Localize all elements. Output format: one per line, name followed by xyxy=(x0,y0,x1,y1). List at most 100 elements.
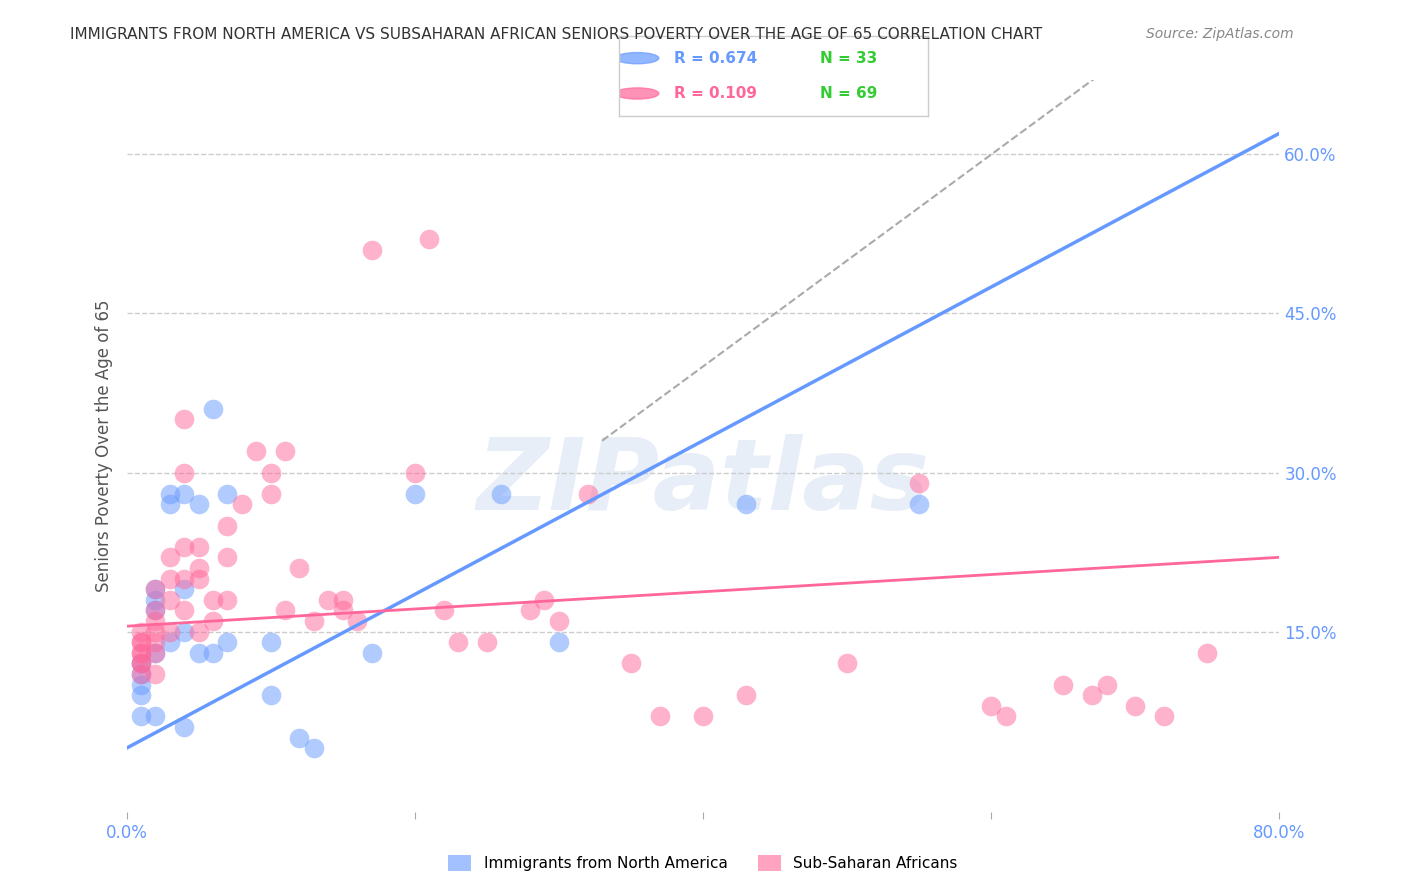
Point xyxy=(145,646,166,660)
Point xyxy=(187,561,209,575)
Point xyxy=(1095,677,1118,691)
Point xyxy=(318,592,340,607)
Circle shape xyxy=(616,88,659,99)
Point xyxy=(620,657,643,671)
Point xyxy=(519,603,541,617)
Point xyxy=(648,709,671,723)
Point xyxy=(145,614,166,628)
Point xyxy=(159,550,181,565)
Point xyxy=(548,614,571,628)
Point xyxy=(129,677,152,691)
Point xyxy=(187,497,209,511)
Point xyxy=(145,582,166,596)
Point xyxy=(173,466,195,480)
Point xyxy=(145,667,166,681)
Text: Source: ZipAtlas.com: Source: ZipAtlas.com xyxy=(1146,27,1294,41)
Point xyxy=(159,592,181,607)
Point xyxy=(404,486,426,500)
Point xyxy=(332,603,354,617)
Point xyxy=(145,582,166,596)
Point xyxy=(173,603,195,617)
Point xyxy=(259,486,281,500)
Point xyxy=(129,635,152,649)
Point xyxy=(475,635,498,649)
Point xyxy=(159,635,181,649)
Legend: Immigrants from North America, Sub-Saharan Africans: Immigrants from North America, Sub-Sahar… xyxy=(443,849,963,877)
Point xyxy=(159,486,181,500)
Point xyxy=(217,550,239,565)
Point xyxy=(433,603,456,617)
Point xyxy=(129,646,152,660)
Point xyxy=(159,572,181,586)
Point xyxy=(145,635,166,649)
Point xyxy=(187,624,209,639)
Text: N = 69: N = 69 xyxy=(820,86,877,101)
Point xyxy=(187,572,209,586)
Point xyxy=(360,243,382,257)
Y-axis label: Seniors Poverty Over the Age of 65: Seniors Poverty Over the Age of 65 xyxy=(94,300,112,592)
Point xyxy=(217,518,239,533)
Point xyxy=(980,698,1002,713)
Point xyxy=(129,635,152,649)
Point xyxy=(173,572,195,586)
Point xyxy=(533,592,555,607)
Point xyxy=(360,646,382,660)
Point xyxy=(835,657,858,671)
Point xyxy=(187,540,209,554)
Circle shape xyxy=(616,53,659,64)
Point xyxy=(202,401,225,416)
Point xyxy=(129,688,152,702)
Point xyxy=(129,657,152,671)
Point xyxy=(145,624,166,639)
Text: N = 33: N = 33 xyxy=(820,51,877,66)
Point xyxy=(187,646,209,660)
Point xyxy=(145,709,166,723)
Point xyxy=(259,466,281,480)
Point xyxy=(202,646,225,660)
Point xyxy=(548,635,571,649)
Point xyxy=(129,709,152,723)
Point xyxy=(129,667,152,681)
Point xyxy=(908,476,931,491)
Point xyxy=(145,603,166,617)
Point xyxy=(173,582,195,596)
Point xyxy=(217,635,239,649)
Point xyxy=(332,592,354,607)
Text: IMMIGRANTS FROM NORTH AMERICA VS SUBSAHARAN AFRICAN SENIORS POVERTY OVER THE AGE: IMMIGRANTS FROM NORTH AMERICA VS SUBSAHA… xyxy=(70,27,1043,42)
Point xyxy=(202,592,225,607)
Point xyxy=(404,466,426,480)
Point xyxy=(447,635,470,649)
Point xyxy=(1123,698,1146,713)
Point xyxy=(173,540,195,554)
Point xyxy=(735,688,758,702)
Point xyxy=(231,497,253,511)
Point xyxy=(129,657,152,671)
Point xyxy=(259,635,281,649)
Point xyxy=(489,486,512,500)
Point xyxy=(129,657,152,671)
Point xyxy=(202,614,225,628)
Point xyxy=(173,720,195,734)
Point xyxy=(346,614,368,628)
Point xyxy=(302,741,325,756)
Point xyxy=(217,486,239,500)
Point xyxy=(418,232,440,246)
Point xyxy=(145,646,166,660)
Point xyxy=(259,688,281,702)
Point xyxy=(1052,677,1074,691)
Text: R = 0.674: R = 0.674 xyxy=(675,51,758,66)
Point xyxy=(173,412,195,426)
Point xyxy=(129,667,152,681)
Point xyxy=(129,646,152,660)
Point xyxy=(735,497,758,511)
Point xyxy=(274,444,297,458)
Point xyxy=(217,592,239,607)
Point xyxy=(576,486,599,500)
Text: R = 0.109: R = 0.109 xyxy=(675,86,758,101)
Point xyxy=(274,603,297,617)
Point xyxy=(159,497,181,511)
Point xyxy=(692,709,714,723)
Point xyxy=(994,709,1017,723)
Point xyxy=(302,614,325,628)
Point xyxy=(1081,688,1104,702)
